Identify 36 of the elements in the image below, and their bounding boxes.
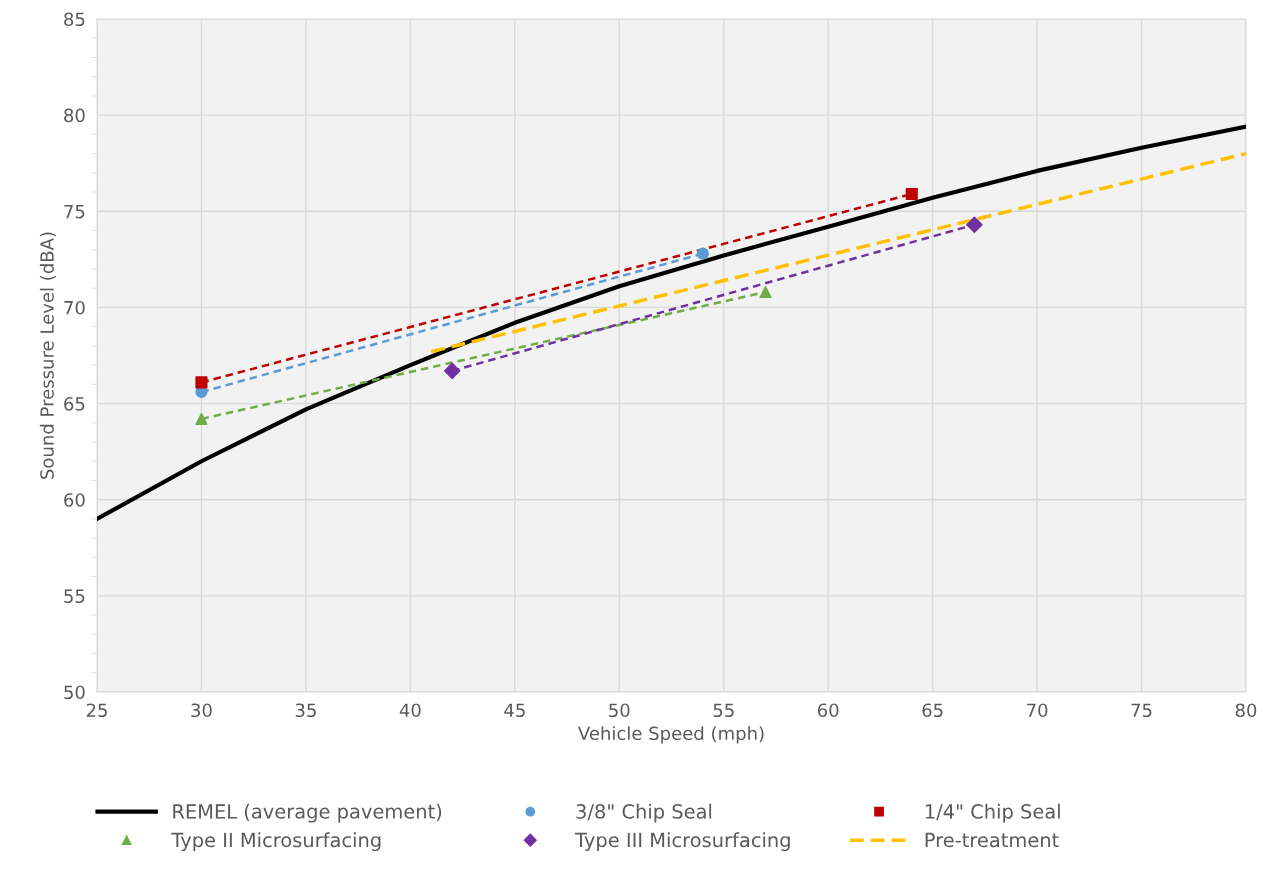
legend-label: REMEL (average pavement) bbox=[173, 803, 442, 823]
y-tick-label: 60 bbox=[64, 493, 85, 507]
line-series bbox=[97, 124, 1246, 522]
point bbox=[443, 362, 461, 380]
point bbox=[905, 187, 918, 201]
point bbox=[966, 216, 983, 234]
x-axis-title: Vehicle Speed (mph) bbox=[578, 726, 764, 744]
point bbox=[759, 285, 772, 299]
legend-label: Pre-treatment bbox=[925, 832, 1059, 848]
y-tick-label: 70 bbox=[64, 300, 85, 315]
y-tick-label: 50 bbox=[64, 685, 85, 700]
x-tick-label: 60 bbox=[817, 703, 839, 718]
x-tick-label: 50 bbox=[609, 703, 630, 718]
x-tick-label: 40 bbox=[399, 703, 421, 718]
x-tick-label: 65 bbox=[922, 703, 943, 718]
y-tick-label: 55 bbox=[64, 589, 85, 603]
y-tick-label: 85 bbox=[64, 12, 85, 27]
y-tick-label: 65 bbox=[64, 397, 85, 411]
legend-label: Type II Microsurfacing bbox=[171, 832, 381, 852]
x-tick-label: 55 bbox=[713, 703, 734, 718]
x-tick-label: 25 bbox=[86, 703, 107, 718]
y-tick-label: 75 bbox=[64, 204, 85, 219]
legend-label: Type III Microsurfacing bbox=[574, 832, 790, 852]
x-tick-label: 70 bbox=[1027, 703, 1048, 718]
legend-label: 1/4" Chip Seal bbox=[925, 803, 1060, 823]
point bbox=[195, 376, 208, 389]
x-tick-label: 35 bbox=[295, 703, 316, 718]
point bbox=[696, 247, 709, 260]
x-tick-label: 30 bbox=[191, 703, 212, 718]
y-axis-title: Sound Pressure Level (dBA) bbox=[39, 232, 56, 479]
x-tick-label: 75 bbox=[1131, 703, 1152, 718]
legend-label: 3/8" Chip Seal bbox=[576, 803, 712, 823]
x-tick-label: 80 bbox=[1235, 703, 1257, 718]
point bbox=[195, 412, 208, 426]
x-tick-label: 45 bbox=[504, 703, 525, 718]
y-tick-label: 80 bbox=[64, 108, 85, 123]
